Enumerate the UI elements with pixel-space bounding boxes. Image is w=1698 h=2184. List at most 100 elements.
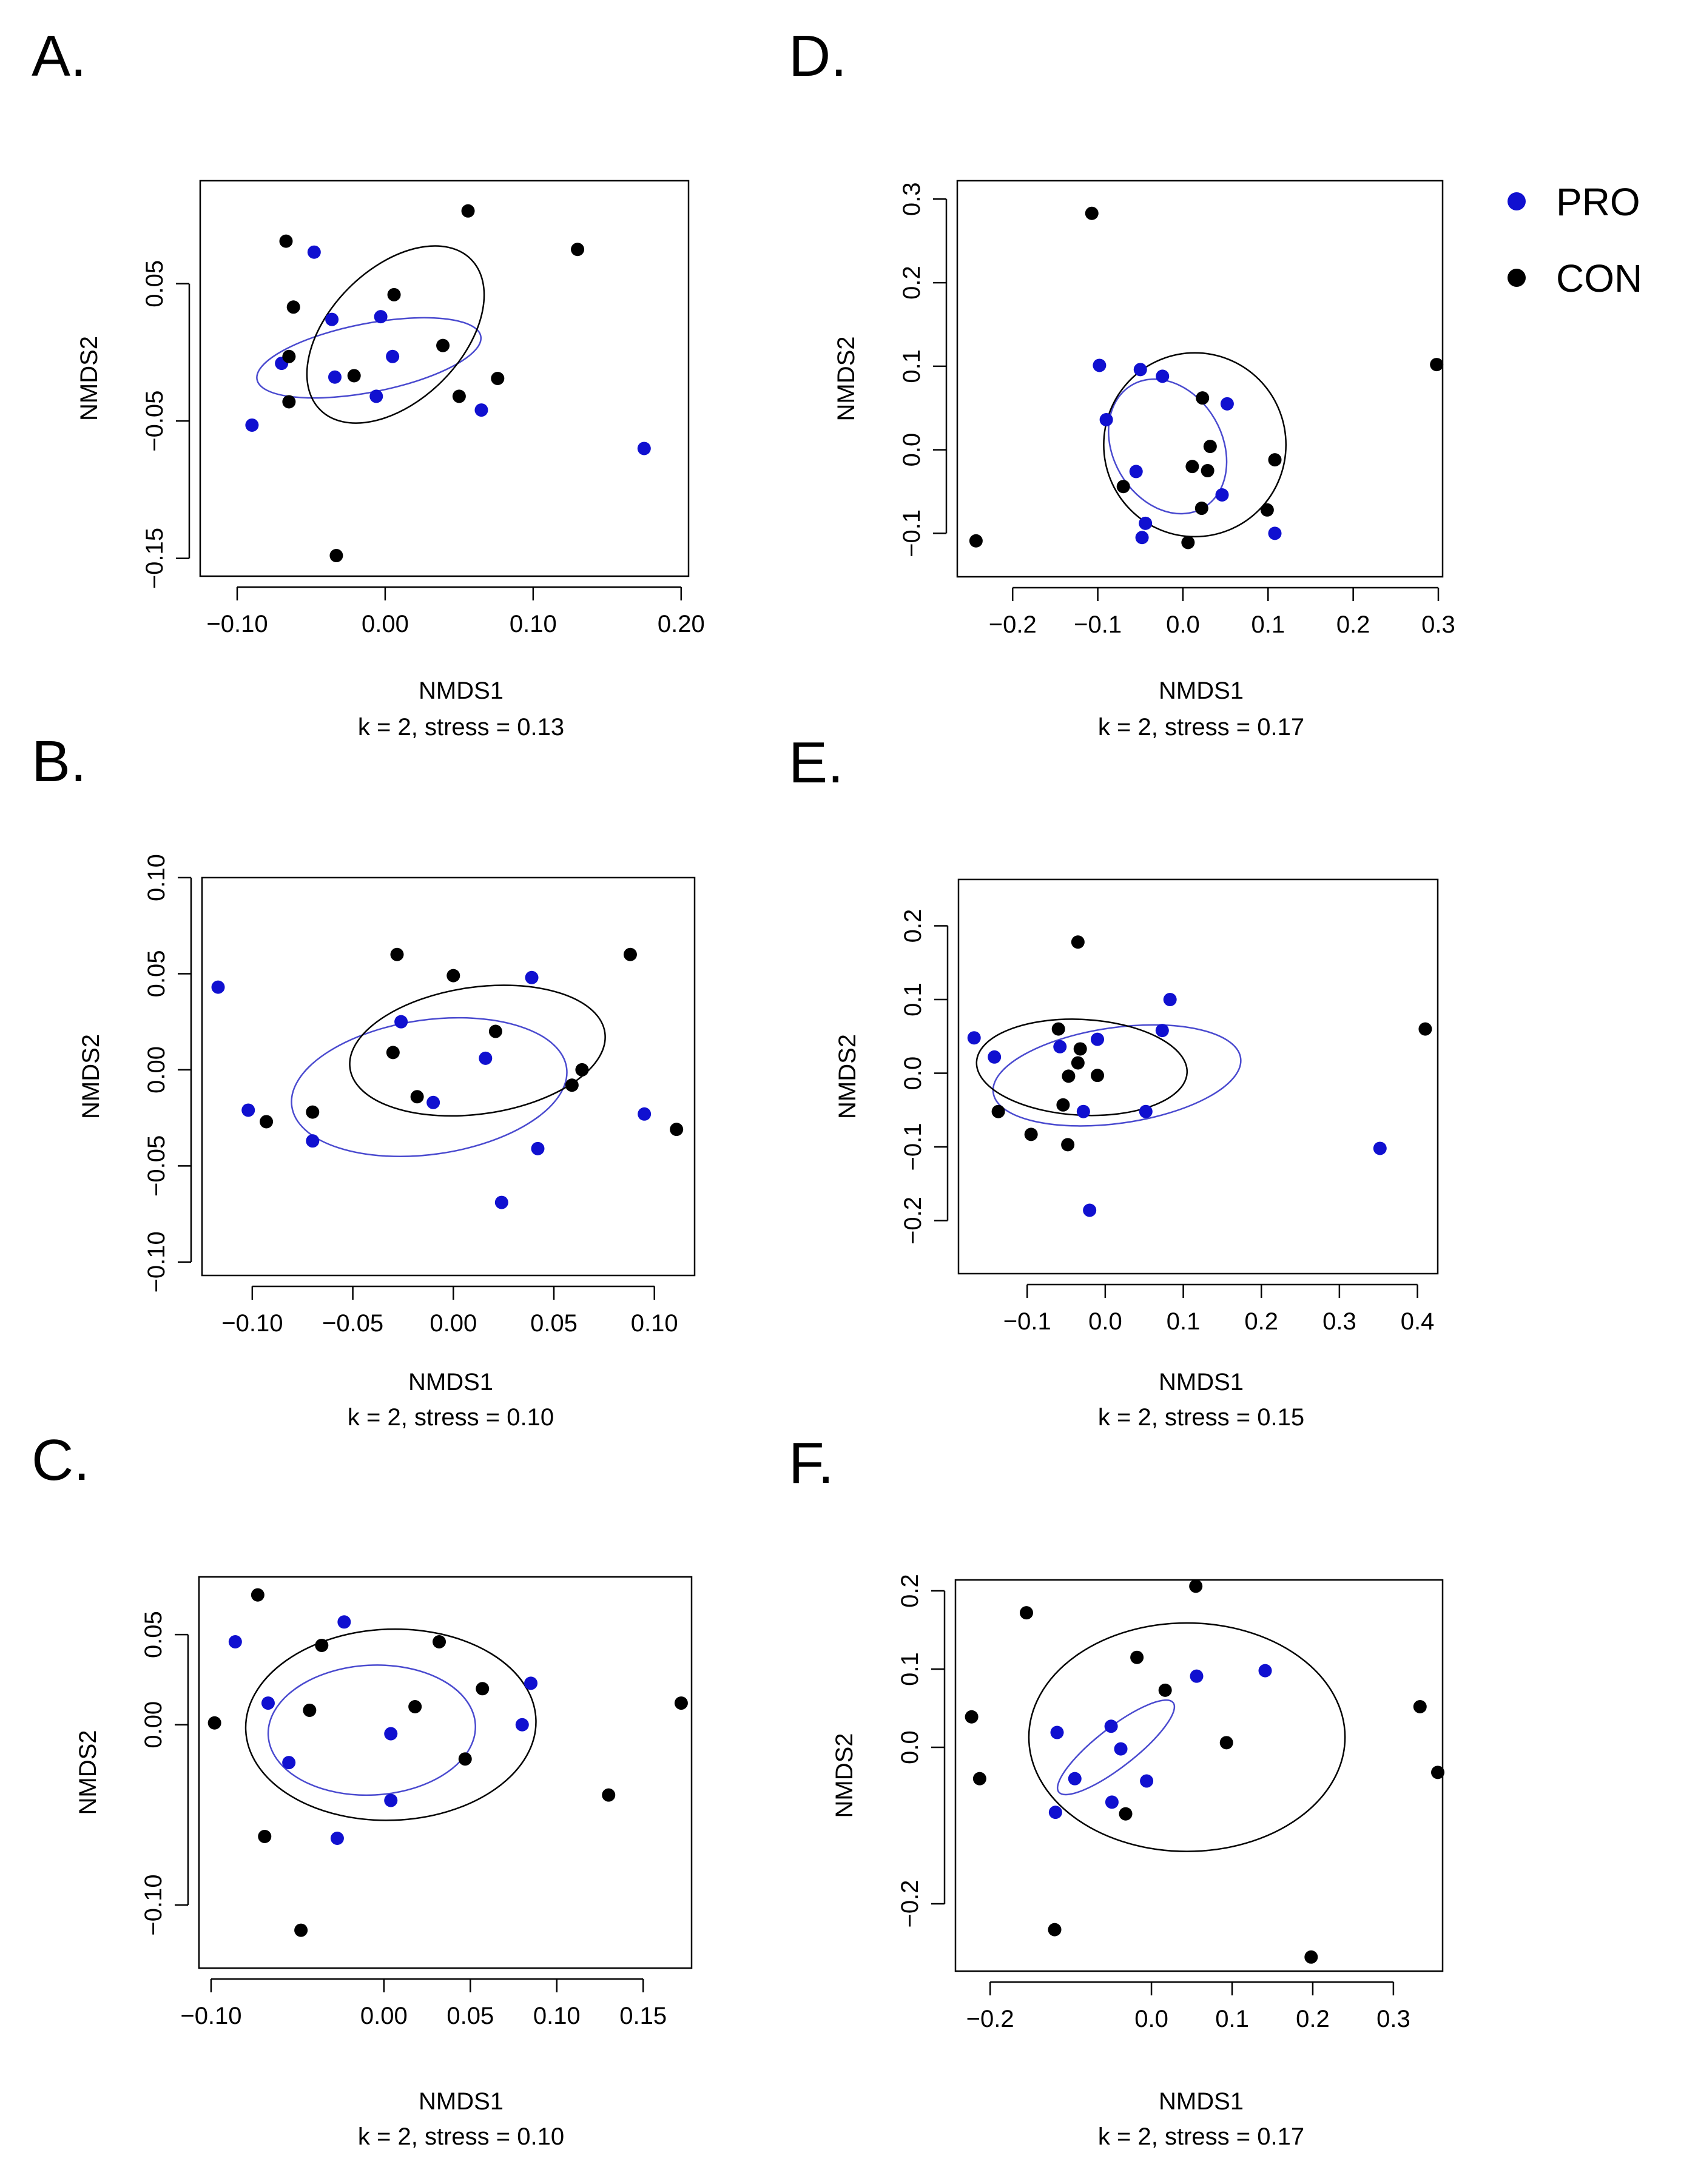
point-con [387, 287, 401, 301]
point-con [1181, 536, 1195, 549]
point-pro [494, 1195, 508, 1209]
point-pro [1139, 1104, 1153, 1118]
point-pro [384, 1727, 398, 1741]
y-axis: −0.2 0.0 0.1 0.2 [897, 1574, 946, 1928]
y-tick-label: 0.2 [897, 1574, 923, 1608]
point-pro [1373, 1141, 1387, 1155]
point-pro [1093, 358, 1107, 372]
point-con [436, 338, 450, 352]
point-pro [1091, 1032, 1105, 1046]
stress-annotation: k = 2, stress = 0.10 [348, 1404, 554, 1431]
point-con [565, 1078, 579, 1092]
y-tick-label: 0.05 [141, 260, 168, 307]
y-tick-label: −0.05 [143, 1135, 170, 1197]
point-pro [228, 1635, 242, 1649]
point-con [1194, 502, 1208, 516]
x-tick-label: 0.4 [1401, 1308, 1435, 1335]
point-pro [515, 1718, 529, 1732]
x-axis-title: NMDS1 [419, 677, 504, 704]
point-con [1091, 1069, 1105, 1083]
x-tick-label: −0.05 [322, 1310, 383, 1337]
y-axis-title: NMDS2 [834, 1034, 861, 1119]
x-axis: −0.10 0.00 0.05 0.10 0.15 [180, 1978, 667, 2029]
y-axis: −0.10 −0.05 0.00 0.05 0.10 [143, 854, 192, 1292]
x-tick-label: 0.10 [631, 1310, 678, 1337]
x-axis-title: NMDS1 [419, 2088, 504, 2115]
x-tick-label: −0.10 [221, 1310, 283, 1337]
y-tick-label: 0.0 [897, 1730, 923, 1764]
ellipse-con [349, 984, 606, 1117]
point-pro [1268, 526, 1282, 540]
point-pro [1156, 369, 1170, 383]
x-axis-title: NMDS1 [1159, 677, 1244, 704]
point-pro [1129, 465, 1143, 479]
y-tick-label: 0.05 [140, 1611, 167, 1658]
point-con [1130, 1650, 1144, 1664]
x-axis: −0.10 0.00 0.10 0.20 [206, 586, 705, 637]
point-con [1189, 1579, 1203, 1593]
legend-marker-pro [1508, 192, 1526, 210]
point-pro [369, 389, 383, 403]
panel-label: B. [32, 729, 87, 794]
point-con [623, 947, 637, 961]
point-con [491, 372, 505, 385]
y-tick-label: 0.2 [898, 266, 925, 300]
point-con [446, 969, 460, 983]
point-pro [426, 1095, 440, 1109]
x-tick-label: 0.05 [530, 1310, 578, 1337]
point-con [1418, 1022, 1432, 1036]
ellipse-pro [992, 1024, 1242, 1127]
point-con [279, 234, 293, 248]
point-con [1260, 503, 1274, 517]
point-pro [374, 310, 388, 324]
y-axis-title: NMDS2 [78, 1034, 104, 1119]
legend-marker-con [1508, 269, 1526, 287]
series-pro [211, 970, 652, 1209]
x-tick-label: 0.0 [1166, 611, 1200, 638]
point-con [1048, 1923, 1062, 1937]
series-con [260, 947, 684, 1137]
point-pro [1068, 1772, 1082, 1786]
legend: PRO CON [1508, 180, 1642, 300]
point-con [674, 1696, 688, 1710]
point-con [1158, 1683, 1172, 1697]
y-tick-label: 0.05 [143, 950, 170, 998]
point-con [972, 1772, 986, 1786]
ellipse-con [244, 1628, 537, 1821]
y-tick-label: 0.1 [900, 983, 926, 1016]
point-con [315, 1638, 329, 1652]
plot-frame [956, 180, 1444, 578]
point-con [458, 1752, 472, 1766]
y-tick-label: −0.05 [141, 391, 168, 452]
x-tick-label: 0.10 [533, 2003, 581, 2029]
y-tick-label: −0.1 [900, 1123, 926, 1171]
point-pro [967, 1031, 981, 1045]
point-con [1019, 1606, 1033, 1620]
point-con [1062, 1069, 1076, 1083]
series-pro [245, 245, 651, 455]
x-tick-label: 0.2 [1336, 611, 1370, 638]
y-tick-label: −0.1 [898, 509, 925, 557]
point-con [461, 204, 475, 218]
point-con [602, 1788, 616, 1802]
point-pro [1099, 413, 1113, 427]
point-pro [282, 1756, 296, 1770]
stress-annotation: k = 2, stress = 0.10 [358, 2123, 564, 2150]
stress-annotation: k = 2, stress = 0.17 [1098, 714, 1304, 741]
point-pro [1105, 1795, 1119, 1809]
x-tick-label: 0.0 [1134, 2006, 1168, 2032]
x-tick-label: 0.15 [619, 2003, 667, 2029]
point-con [969, 534, 983, 548]
plot-frame [954, 1579, 1444, 1972]
y-axis: −0.2 −0.1 0.0 0.1 0.2 [900, 909, 949, 1245]
point-pro [531, 1141, 545, 1155]
point-con [410, 1090, 424, 1104]
point-pro [1114, 1742, 1128, 1756]
series-con [991, 935, 1432, 1152]
point-pro [1053, 1040, 1067, 1053]
series-pro [228, 1615, 538, 1845]
x-axis: −0.2 0.0 0.1 0.2 0.3 [966, 1981, 1410, 2032]
x-tick-label: 0.20 [658, 611, 705, 637]
point-pro [1215, 488, 1229, 502]
panel-label: E. [789, 730, 844, 795]
